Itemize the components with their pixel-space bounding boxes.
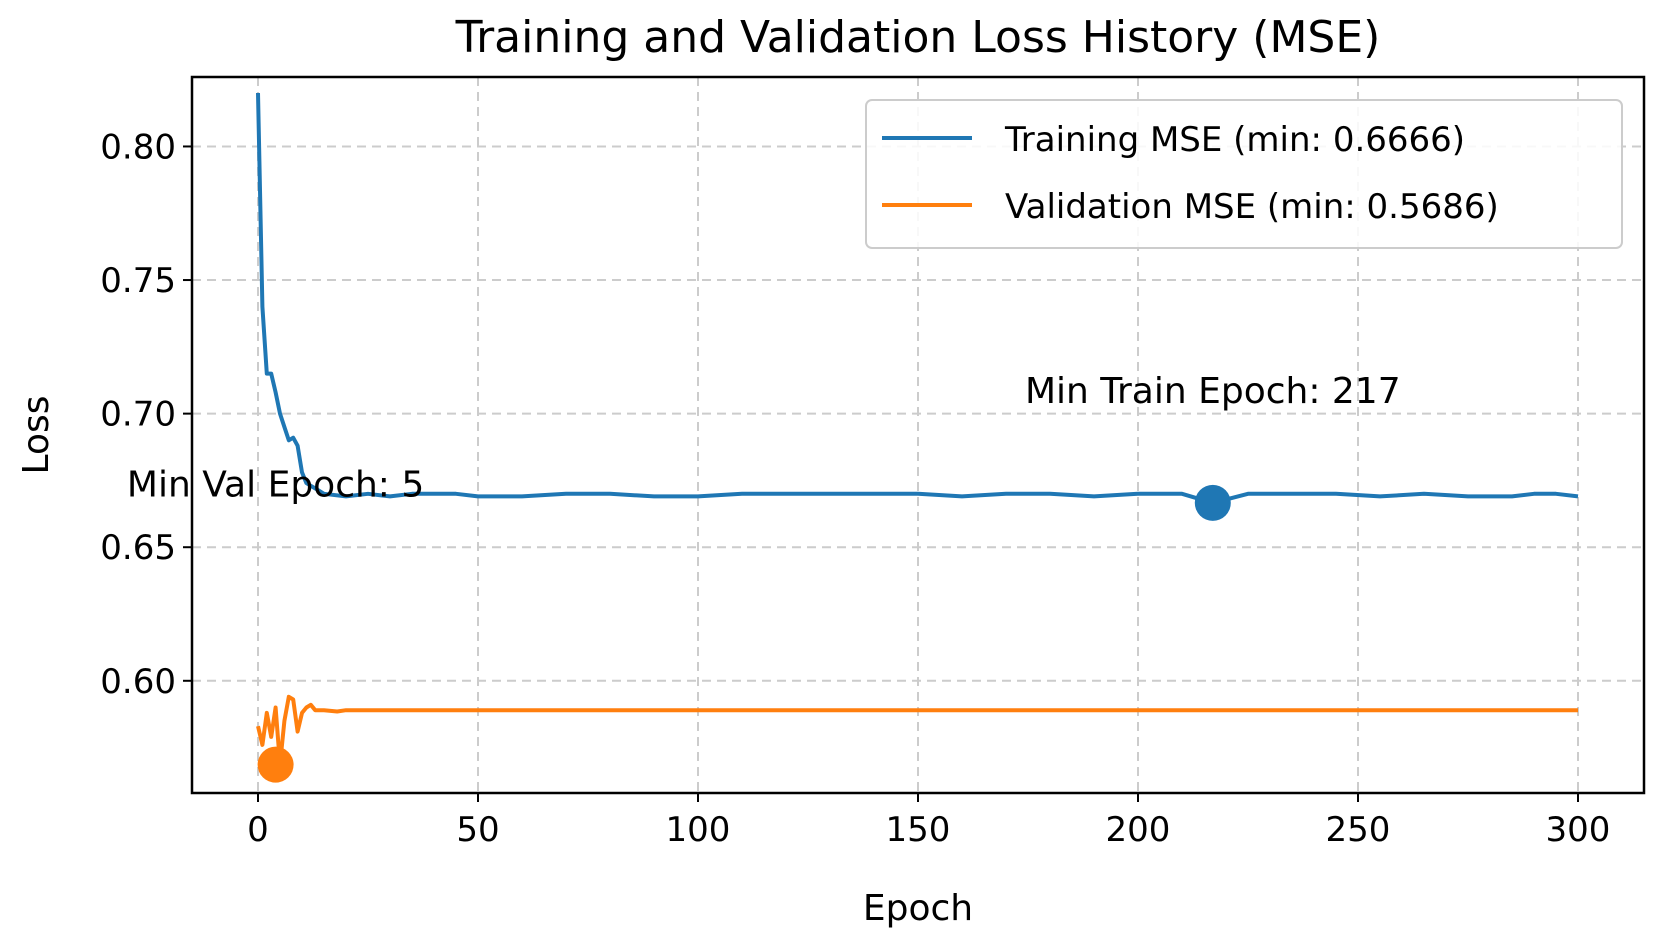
validation-mse-line [256,694,1578,767]
min-train-marker [1194,484,1231,521]
chart-title: Training and Validation Loss History (MS… [455,12,1381,63]
x-tick-label: 100 [666,810,731,850]
legend-label-training: Training MSE (min: 0.6666) [1004,120,1465,160]
x-tick-label: 200 [1106,810,1171,850]
y-tick-label: 0.75 [100,261,176,301]
x-tick-label: 0 [247,810,269,850]
y-tick-label: 0.60 [100,662,176,702]
x-tick-label: 300 [1546,810,1611,850]
x-tick-label: 150 [886,810,951,850]
annotation-layer: Min Train Epoch: 217 Min Val Epoch: 5 [127,371,1401,506]
legend-box [865,99,1623,249]
x-axis-ticks: 0 50 100 150 200 250 300 [247,793,1610,850]
y-axis-ticks: 0.60 0.65 0.70 0.75 0.80 [100,127,192,702]
y-axis-label: Loss [16,396,57,475]
min-val-marker [257,746,294,783]
legend: Training MSE (min: 0.6666) Validation MS… [865,99,1623,249]
legend-label-validation: Validation MSE (min: 0.5686) [1005,187,1499,227]
series-layer [256,92,1579,767]
y-tick-label: 0.70 [100,395,176,435]
y-tick-label: 0.80 [100,127,176,167]
x-tick-label: 50 [456,810,499,850]
y-tick-label: 0.65 [100,528,176,568]
marker-layer [257,484,1231,783]
x-axis-label: Epoch [863,888,973,929]
min-val-annotation: Min Val Epoch: 5 [127,465,424,506]
training-mse-line [256,92,1579,505]
x-tick-label: 250 [1326,810,1391,850]
min-train-annotation: Min Train Epoch: 217 [1025,371,1401,412]
